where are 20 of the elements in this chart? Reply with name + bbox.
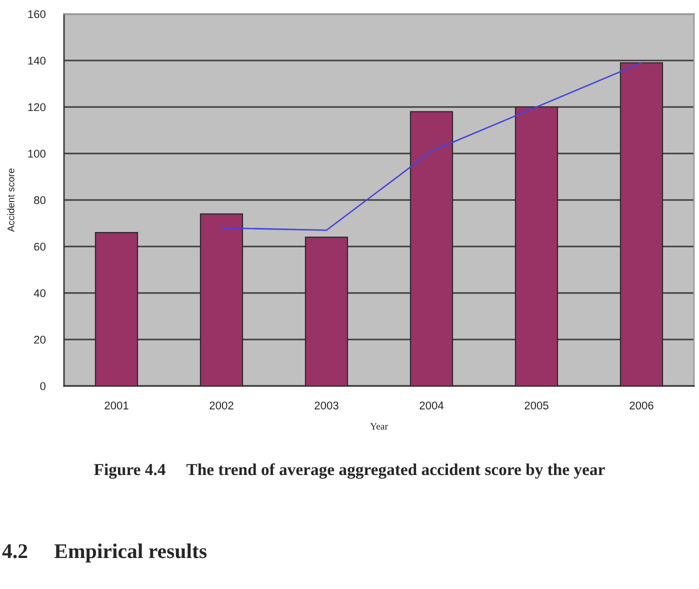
x-tick-label: 2005 (524, 402, 548, 410)
caption: Figure 4.4 The trend of average aggregated accident score by the year (94, 463, 605, 479)
y-tick-label: 80 (34, 196, 46, 204)
x-tick-label: 2003 (314, 402, 338, 410)
x-tick-label: 2006 (630, 402, 654, 410)
x-tick-label: 2004 (420, 402, 444, 410)
y-tick-label: 0 (40, 382, 46, 390)
y-tick-label: 100 (28, 150, 46, 158)
y-tick-label: 120 (28, 103, 46, 112)
y-tick-label: 140 (28, 56, 46, 65)
x-axis-title: Year (370, 423, 388, 430)
y-tick-label: 20 (34, 336, 46, 344)
y-axis-title: Accident score (7, 168, 14, 232)
y-tick-label: 40 (34, 289, 46, 298)
x-tick-label: 2002 (210, 402, 234, 410)
y-tick-label: 60 (34, 242, 46, 251)
x-tick-label: 2001 (104, 402, 128, 410)
text: 4.2 Empirical results (2, 544, 207, 562)
y-tick-label: 160 (28, 10, 46, 18)
line-series (220, 62, 642, 231)
